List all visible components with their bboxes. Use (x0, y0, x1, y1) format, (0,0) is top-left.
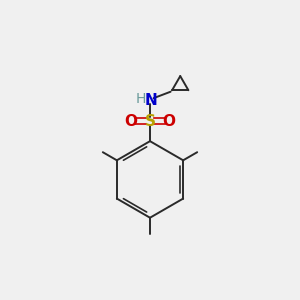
Text: S: S (145, 114, 155, 129)
Text: H: H (136, 92, 146, 106)
Text: O: O (163, 114, 176, 129)
Text: N: N (144, 93, 157, 108)
Text: O: O (124, 114, 137, 129)
